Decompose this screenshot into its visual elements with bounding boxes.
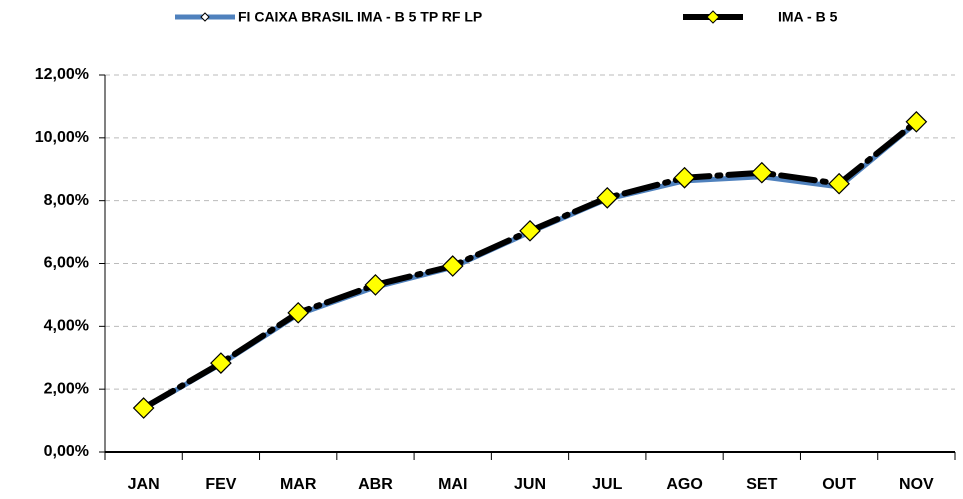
x-tick-label: NOV bbox=[899, 476, 934, 493]
legend-marker bbox=[200, 12, 210, 22]
legend-label: IMA - B 5 bbox=[778, 9, 838, 25]
series-line bbox=[140, 118, 920, 412]
point-marker bbox=[132, 397, 155, 419]
point-marker bbox=[287, 301, 310, 324]
y-tick-label: 8,00% bbox=[44, 192, 89, 209]
point-marker bbox=[828, 172, 850, 195]
legend-marker bbox=[706, 10, 720, 24]
x-tick-label: AGO bbox=[666, 476, 702, 493]
y-tick-label: 6,00% bbox=[44, 255, 89, 272]
y-tick-label: 4,00% bbox=[44, 318, 89, 335]
x-tick-label: SET bbox=[746, 476, 777, 493]
point-marker bbox=[519, 219, 541, 242]
y-tick-label: 12,00% bbox=[35, 66, 89, 83]
x-tick-label: FEV bbox=[205, 476, 236, 493]
point-marker bbox=[673, 166, 696, 189]
x-tick-label: JUN bbox=[514, 476, 546, 493]
point-marker bbox=[441, 255, 464, 277]
point-marker bbox=[905, 110, 928, 133]
point-marker bbox=[364, 274, 387, 296]
y-tick-label: 10,00% bbox=[35, 129, 89, 146]
x-tick-label: JAN bbox=[128, 476, 160, 493]
x-tick-label: OUT bbox=[822, 476, 856, 493]
x-tick-label: MAI bbox=[438, 476, 467, 493]
y-tick-label: 2,00% bbox=[44, 380, 89, 397]
point-marker bbox=[750, 161, 773, 184]
y-tick-label: 0,00% bbox=[44, 443, 89, 460]
legend-label: FI CAIXA BRASIL IMA - B 5 TP RF LP bbox=[238, 9, 482, 25]
point-marker bbox=[210, 352, 232, 374]
series-line bbox=[142, 120, 918, 411]
x-tick-label: ABR bbox=[358, 476, 393, 493]
x-tick-label: JUL bbox=[592, 476, 622, 493]
point-marker bbox=[596, 186, 619, 209]
x-tick-label: MAR bbox=[280, 476, 317, 493]
